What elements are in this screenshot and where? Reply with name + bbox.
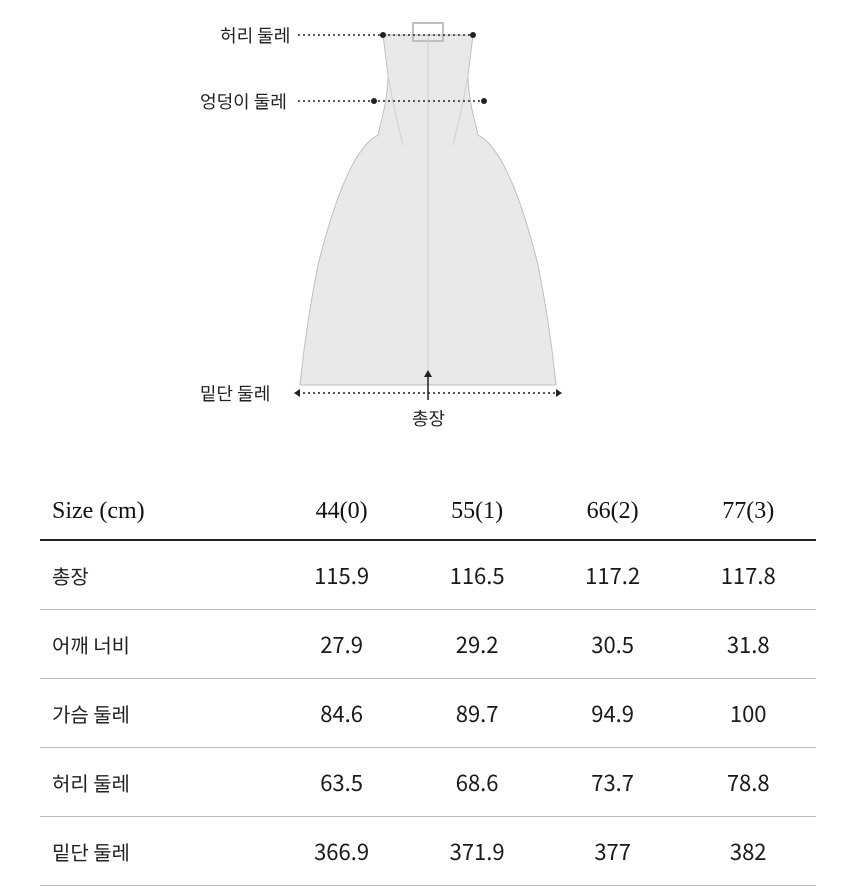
cell: 30.5	[545, 610, 681, 679]
cell: 115.9	[274, 540, 410, 610]
row-label: 밑단 둘레	[40, 817, 274, 886]
table-row: 어깨 너비 27.9 29.2 30.5 31.8	[40, 610, 816, 679]
size-header: Size (cm)	[40, 480, 274, 540]
cell: 371.9	[409, 817, 545, 886]
waist-label: 허리 둘레	[220, 22, 290, 48]
cell: 377	[545, 817, 681, 886]
size-col-2: 66(2)	[545, 480, 681, 540]
size-table: Size (cm) 44(0) 55(1) 66(2) 77(3) 총장 115…	[40, 480, 816, 886]
size-col-1: 55(1)	[409, 480, 545, 540]
table-row: 총장 115.9 116.5 117.2 117.8	[40, 540, 816, 610]
measurement-diagram: 허리 둘레 엉덩이 둘레 밑단 둘레 총장	[0, 0, 856, 450]
size-col-3: 77(3)	[680, 480, 816, 540]
cell: 29.2	[409, 610, 545, 679]
cell: 63.5	[274, 748, 410, 817]
dress-illustration	[188, 5, 668, 445]
cell: 89.7	[409, 679, 545, 748]
cell: 117.8	[680, 540, 816, 610]
hip-label: 엉덩이 둘레	[200, 88, 287, 114]
cell: 78.8	[680, 748, 816, 817]
hem-label: 밑단 둘레	[200, 380, 270, 406]
cell: 100	[680, 679, 816, 748]
cell: 117.2	[545, 540, 681, 610]
cell: 84.6	[274, 679, 410, 748]
cell: 68.6	[409, 748, 545, 817]
cell: 27.9	[274, 610, 410, 679]
row-label: 총장	[40, 540, 274, 610]
table-row: 허리 둘레 63.5 68.6 73.7 78.8	[40, 748, 816, 817]
size-col-0: 44(0)	[274, 480, 410, 540]
size-table-container: Size (cm) 44(0) 55(1) 66(2) 77(3) 총장 115…	[0, 450, 856, 886]
cell: 73.7	[545, 748, 681, 817]
cell: 116.5	[409, 540, 545, 610]
table-header-row: Size (cm) 44(0) 55(1) 66(2) 77(3)	[40, 480, 816, 540]
total-length-label: 총장	[412, 405, 445, 431]
cell: 382	[680, 817, 816, 886]
row-label: 어깨 너비	[40, 610, 274, 679]
row-label: 가슴 둘레	[40, 679, 274, 748]
cell: 366.9	[274, 817, 410, 886]
cell: 94.9	[545, 679, 681, 748]
table-row: 밑단 둘레 366.9 371.9 377 382	[40, 817, 816, 886]
table-row: 가슴 둘레 84.6 89.7 94.9 100	[40, 679, 816, 748]
cell: 31.8	[680, 610, 816, 679]
row-label: 허리 둘레	[40, 748, 274, 817]
